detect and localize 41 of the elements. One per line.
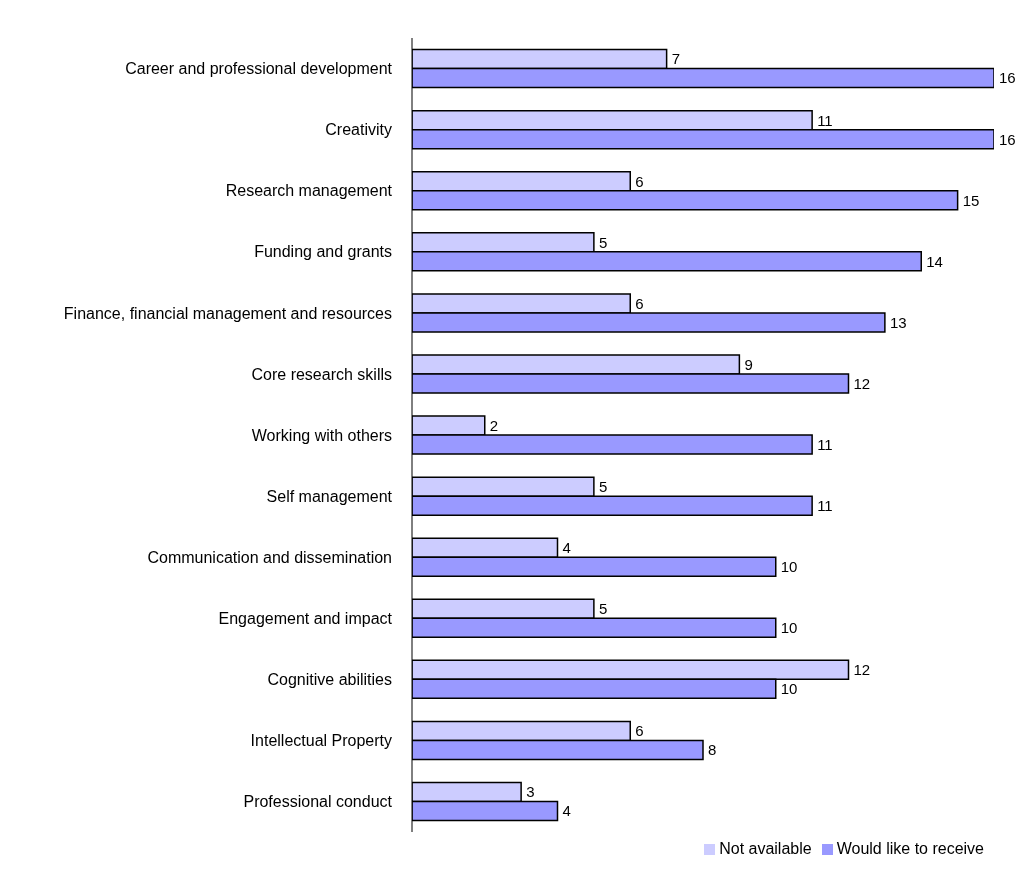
y-tick-label: Intellectual Property <box>250 732 392 750</box>
data-label: 16 <box>999 69 1016 87</box>
data-label: 15 <box>962 191 980 209</box>
legend-label: Would like to receive <box>836 840 984 857</box>
data-label: 3 <box>526 783 535 801</box>
data-label: 11 <box>817 111 833 129</box>
data-label: 10 <box>780 619 798 637</box>
data-label: 5 <box>598 600 608 618</box>
data-label: 10 <box>780 558 798 576</box>
y-tick-label: Creativity <box>325 121 392 139</box>
data-label: 16 <box>999 130 1016 148</box>
data-label: 9 <box>744 355 753 373</box>
y-tick-label: Research management <box>225 182 393 200</box>
data-label: 14 <box>926 252 943 270</box>
data-label: 2 <box>489 416 499 434</box>
data-label: 8 <box>708 741 717 759</box>
data-label: 6 <box>635 294 644 312</box>
data-label: 7 <box>671 50 680 68</box>
data-label: 11 <box>817 435 833 453</box>
y-tick-label: Cognitive abilities <box>267 670 392 688</box>
data-label: 10 <box>780 680 798 698</box>
y-tick-label: Professional conduct <box>243 793 393 811</box>
y-tick-label: Funding and grants <box>254 243 392 261</box>
y-tick-label: Working with others <box>251 426 392 444</box>
data-label: 5 <box>598 233 608 251</box>
data-label: 4 <box>562 802 571 820</box>
data-label: 11 <box>817 496 833 514</box>
data-label: 6 <box>635 172 644 190</box>
data-label: 5 <box>598 477 608 495</box>
y-tick-label: Finance, financial management and resources <box>63 304 392 322</box>
data-label: 13 <box>889 313 907 331</box>
y-tick-label: Communication and dissemination <box>147 548 392 566</box>
data-label: 12 <box>853 661 871 679</box>
y-tick-label: Self management <box>266 487 393 505</box>
y-tick-label: Career and professional development <box>125 60 393 78</box>
data-label: 12 <box>853 374 871 392</box>
data-label: 4 <box>562 539 571 557</box>
y-tick-label: Core research skills <box>251 365 392 383</box>
legend-label: Not available <box>719 840 812 857</box>
data-label: 6 <box>635 722 644 740</box>
y-tick-label: Engagement and impact <box>218 609 393 627</box>
